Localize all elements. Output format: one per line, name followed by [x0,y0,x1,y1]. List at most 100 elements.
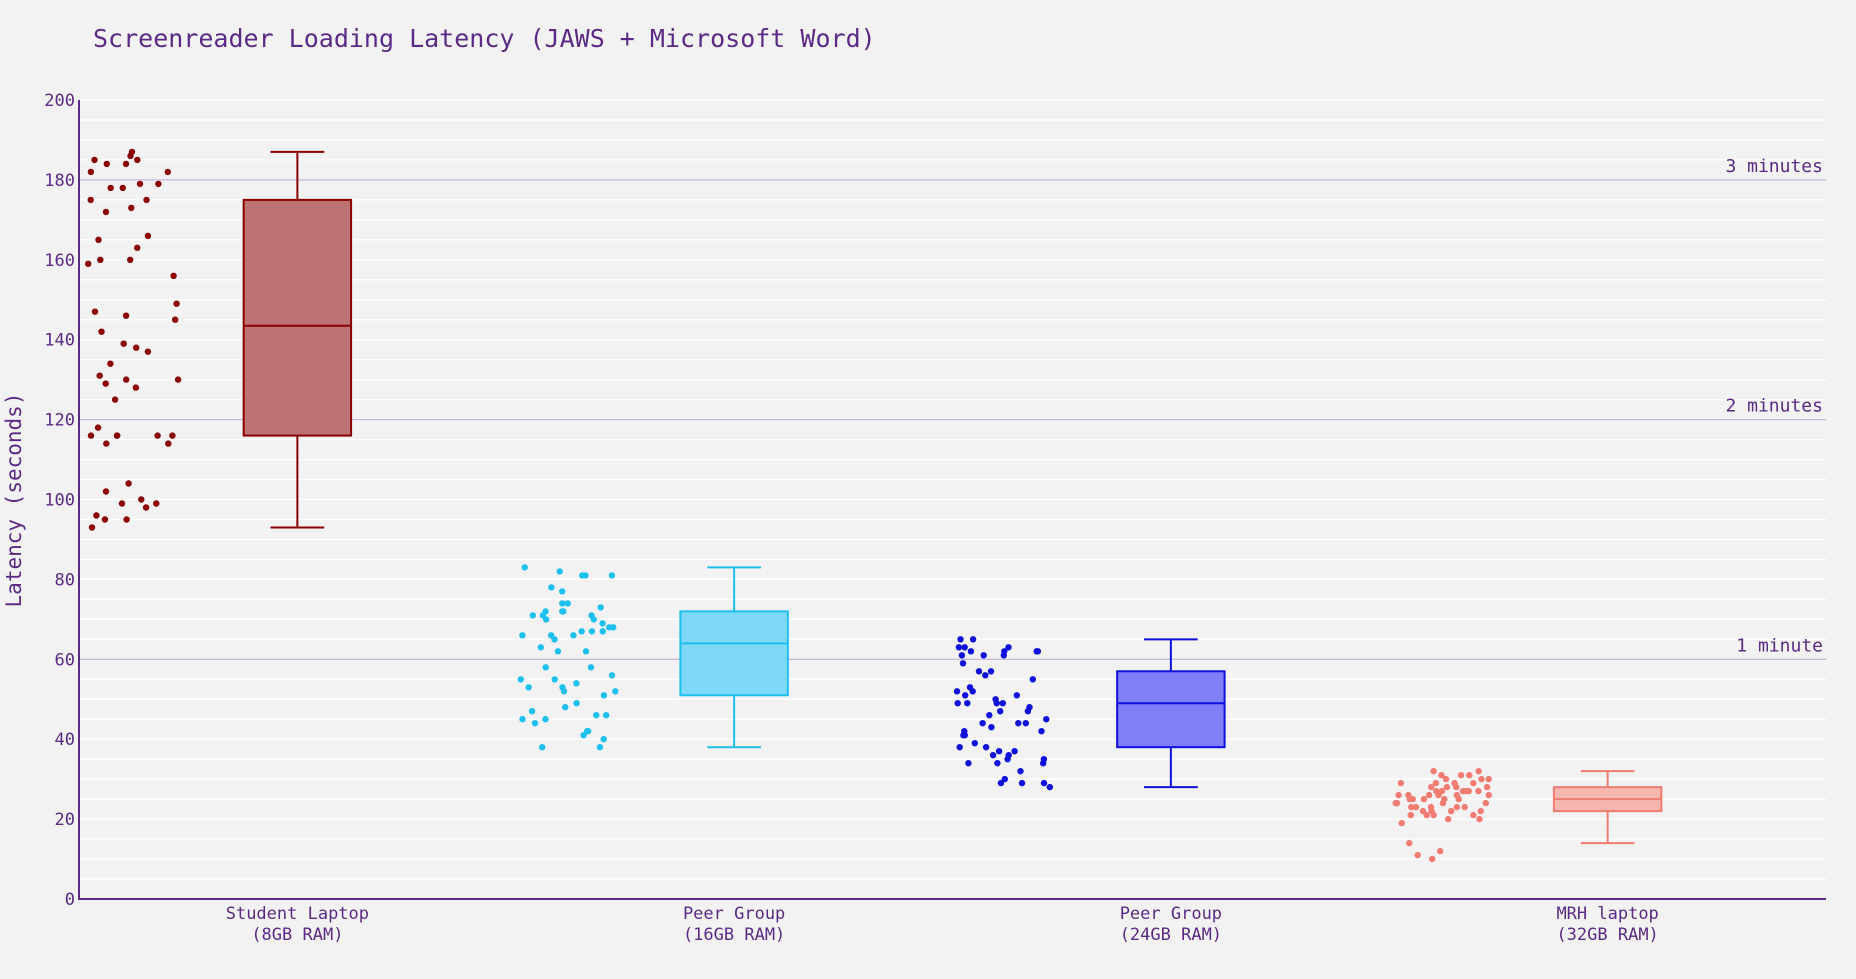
data-point [1455,795,1462,803]
data-point [153,500,160,507]
data-point [1445,815,1452,823]
data-point [1038,728,1045,735]
data-point [570,632,577,639]
x-tick-label: MRH laptop (32GB RAM) [1556,904,1658,945]
reference-line-label: 2 minutes [1725,396,1823,417]
data-point [551,676,558,683]
data-point [1442,775,1450,783]
data-point [993,700,1000,707]
data-point [587,664,595,671]
data-point [554,648,562,655]
data-point [1024,708,1032,715]
data-point [134,156,141,164]
data-point [107,360,114,367]
box-group [85,148,353,531]
data-point [173,300,180,307]
data-point [1013,692,1020,699]
data-point [560,688,568,695]
data-point [128,148,136,156]
data-point [1406,839,1413,847]
data-point [590,616,597,623]
data-point [91,156,98,164]
data-point [559,588,566,595]
data-point [1430,768,1437,775]
data-point [982,672,989,679]
data-point [1476,815,1483,823]
data-point [1000,652,1007,659]
data-point [1430,811,1437,819]
data-point [172,316,179,323]
data-point [597,604,604,611]
data-point [1393,799,1401,807]
data-point [517,676,524,683]
data-point [564,600,571,607]
data-point [1407,811,1415,819]
data-point [528,708,536,715]
data-point [93,512,100,519]
data-point [155,180,162,188]
data-point [103,160,111,168]
data-point [580,732,587,739]
data-point [955,644,963,651]
data-point [1482,799,1490,807]
data-point [1470,811,1477,819]
data-point [1475,768,1482,775]
data-point [1453,783,1460,791]
y-tick-label: 200 [44,91,75,111]
data-point [556,568,563,575]
data-point [980,652,987,659]
data-point [562,704,569,711]
data-point [608,572,616,579]
x-tick-label: Peer Group (24GB RAM) [1120,904,1222,945]
data-point [531,720,539,727]
axes: 0 20 40 60 80 100 120 140 160 180 200 Student Lapto… [44,91,1826,945]
data-point [988,724,995,731]
data-point [1395,791,1402,799]
data-point [1005,644,1012,651]
data-point [1475,787,1482,795]
data-point [97,256,104,263]
data-point [1457,772,1465,779]
data-point [551,636,558,643]
data-point [1004,756,1011,763]
data-point [960,732,967,739]
data-point [539,744,546,751]
data-point [138,496,145,503]
data-point [1425,791,1433,799]
data-point [85,260,92,267]
data-point [588,628,596,635]
data-point [1466,772,1473,779]
data-point [608,672,616,679]
data-point [959,660,967,667]
y-tick-label: 40 [55,730,75,750]
data-point [982,744,990,751]
data-point [122,312,130,319]
data-point [967,648,975,655]
data-point [1477,807,1485,815]
data-point [1453,803,1461,811]
data-point [1017,768,1024,775]
y-tick-label: 120 [44,411,75,431]
data-point [1435,791,1442,799]
data-point [154,432,161,439]
data-point [962,692,969,699]
data-point [979,720,986,727]
data-point [132,384,140,391]
data-point [542,716,549,723]
data-point [1437,847,1444,855]
data-point [1408,803,1415,811]
data-point [537,644,544,651]
data-point [88,524,96,531]
data-point [579,572,586,579]
data-point [91,308,99,315]
data-point [111,396,119,403]
iqr-box [1116,670,1226,749]
data-point [994,760,1001,767]
data-point [1465,787,1473,795]
data-point [1478,775,1485,783]
data-point [1428,783,1435,791]
data-point [1420,795,1428,803]
data-point [113,432,121,439]
x-tick-label: Peer Group (16GB RAM) [683,904,785,945]
data-point [969,688,976,695]
